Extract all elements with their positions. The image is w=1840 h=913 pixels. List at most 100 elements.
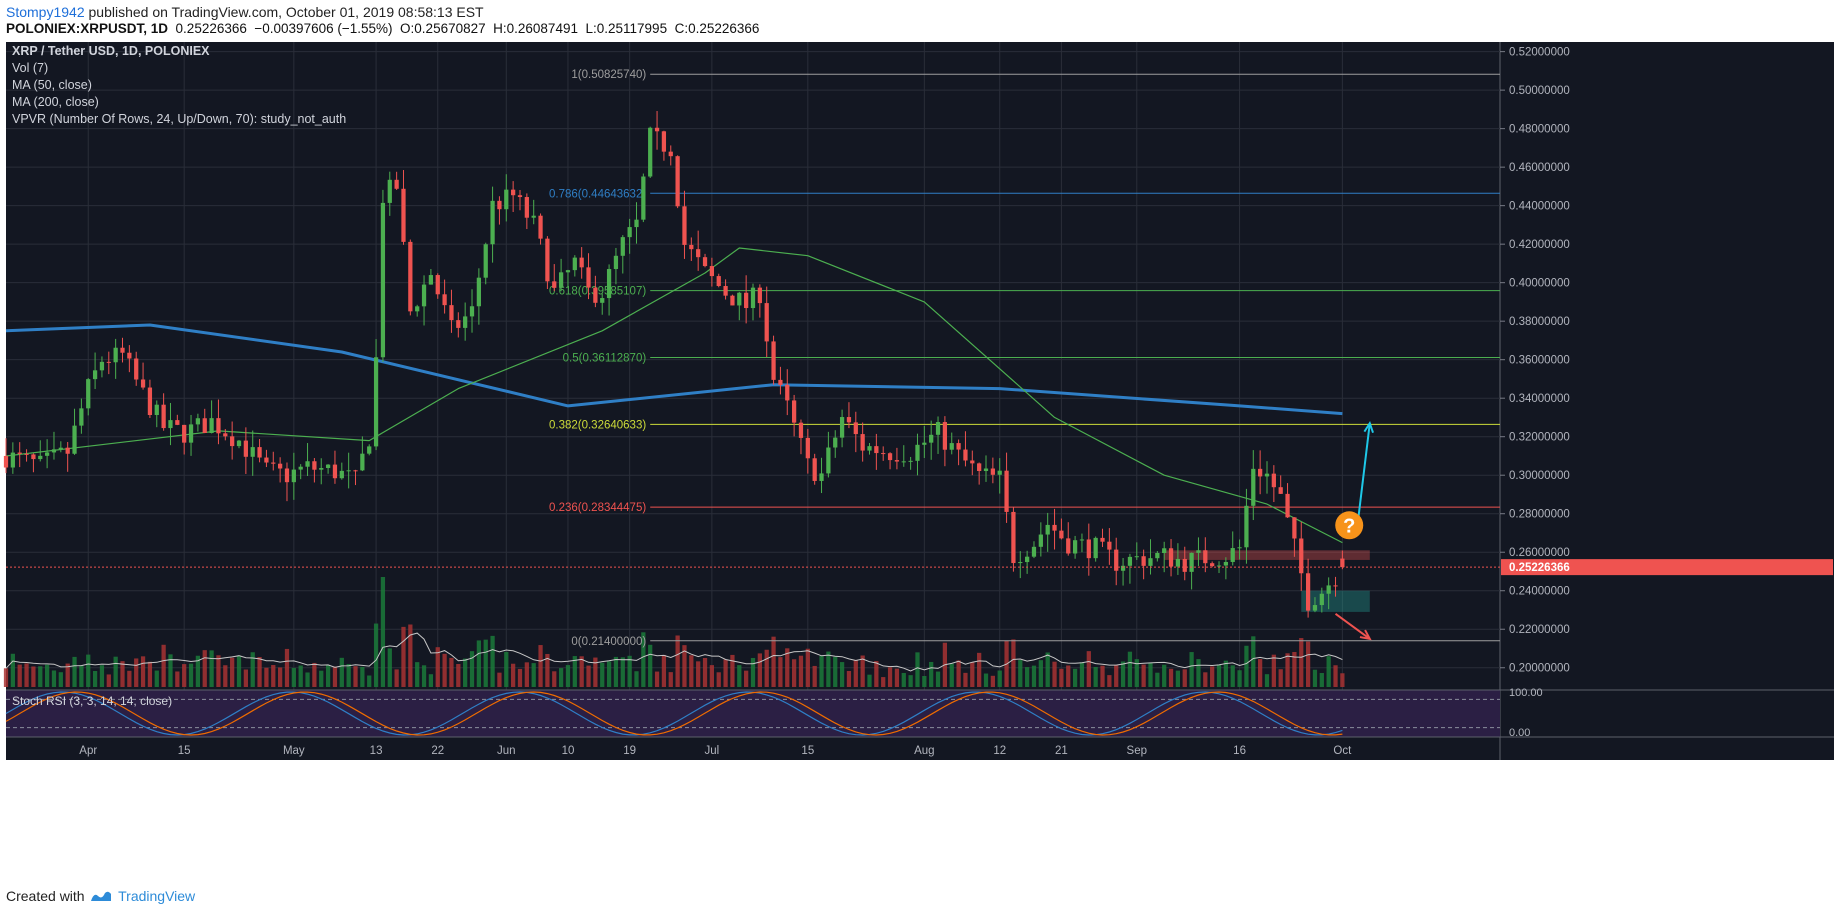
candle-body [1045, 524, 1050, 535]
volume-bar [833, 656, 838, 687]
candle-body [709, 266, 715, 277]
volume-bar [805, 648, 810, 687]
volume-bar [278, 667, 283, 687]
current-price-label: 0.25226366 [1509, 562, 1570, 574]
y-tick-label: 0.38000000 [1509, 316, 1570, 328]
volume-bar [682, 645, 687, 687]
volume-bar [1285, 653, 1290, 687]
candle-body [1066, 538, 1071, 554]
volume-bar [1059, 668, 1064, 687]
x-tick-label: Jun [497, 745, 516, 757]
candle-body [929, 434, 934, 443]
candle-body [1086, 539, 1091, 559]
fib-level-label: 0.382(0.32640633) [549, 419, 646, 431]
volume-bar [1237, 670, 1242, 687]
publish-header: Stompy1942 published on TradingView.com,… [0, 0, 1840, 44]
candle-body [147, 387, 153, 416]
volume-bar [1223, 660, 1228, 687]
candle-body [641, 176, 646, 220]
footer: Created with TradingView [0, 880, 1840, 913]
symbol-label: POLONIEX:XRPUSDT, 1D [6, 21, 169, 36]
volume-bar [223, 665, 228, 687]
low-value: 0.25117995 [596, 21, 668, 36]
volume-bar [867, 674, 872, 687]
volume-bar [1093, 667, 1098, 687]
candle-body [545, 238, 550, 282]
support-zone [1164, 550, 1370, 560]
candle-body [202, 418, 207, 434]
volume-bar [291, 667, 296, 687]
volume-bar [428, 674, 434, 687]
candle-body [38, 455, 43, 460]
candle-body [517, 195, 523, 198]
volume-bar [785, 648, 790, 687]
candle-body [983, 468, 989, 472]
volume-bar [408, 624, 413, 687]
candle-body [846, 417, 852, 423]
volume-bar [271, 665, 276, 687]
volume-bar [113, 656, 118, 687]
candle-body [1251, 468, 1256, 506]
volume-bar [401, 626, 406, 687]
volume-bar [839, 662, 845, 687]
ma200-line [5, 323, 1343, 416]
volume-bar [757, 653, 762, 687]
candle-body [1244, 505, 1249, 548]
volume-bar [689, 655, 694, 687]
volume-bar [846, 670, 852, 687]
volume-bar [1305, 641, 1311, 687]
candle-body [552, 281, 557, 288]
candle-body [278, 463, 283, 469]
volume-bar [1340, 673, 1345, 687]
candle-body [339, 470, 344, 479]
volume-bar [791, 659, 797, 687]
candle-body [250, 447, 255, 457]
candle-body [1141, 556, 1146, 566]
candle-body [922, 442, 927, 445]
candle-body [1093, 537, 1098, 559]
candle-body [1011, 511, 1016, 564]
candle-body [1175, 558, 1181, 567]
price-change: −0.00397606 (−1.55%) [254, 21, 393, 36]
volume-bar [654, 671, 660, 687]
volume-bar [106, 674, 111, 687]
candle-body [949, 443, 954, 450]
volume-bar [325, 665, 331, 687]
candle-body [483, 244, 488, 278]
candle-body [1230, 548, 1235, 562]
candle-body [65, 447, 70, 454]
price-chart[interactable]: 0.52000000 0.50000000 0.48000000 0.46000000… [0, 42, 1840, 878]
candle-body [99, 361, 105, 371]
volume-bar [442, 653, 447, 687]
volume-bar [1018, 660, 1023, 687]
candle-body [600, 298, 605, 303]
volume-bar [10, 653, 15, 687]
y-tick-label: 0.30000000 [1509, 470, 1570, 482]
candle-body [1216, 565, 1222, 567]
volume-bar [922, 676, 927, 687]
volume-bar [798, 655, 804, 687]
close-value: 0.25226366 [688, 21, 760, 36]
volume-bar [51, 670, 57, 687]
candle-body [1107, 541, 1112, 550]
volume-bar [31, 666, 36, 687]
volume-bar [990, 675, 995, 687]
tradingview-brand-link[interactable]: TradingView [118, 888, 196, 904]
published-text: published on TradingView.com, October 01… [88, 4, 484, 20]
volume-bar [1100, 665, 1105, 687]
volume-bar [175, 671, 180, 687]
candle-body [593, 287, 598, 303]
candle-body [106, 361, 111, 363]
candle-body [901, 461, 906, 463]
volume-bar [86, 654, 91, 687]
volume-bar [634, 671, 639, 687]
x-tick-label: May [283, 745, 305, 757]
volume-bar [58, 672, 63, 687]
volume-bar [394, 669, 399, 687]
volume-bar [305, 672, 310, 687]
candle-body [661, 131, 667, 152]
volume-bar [860, 655, 865, 687]
author-link[interactable]: Stompy1942 [6, 4, 85, 20]
y-tick-label: 0.36000000 [1509, 355, 1570, 367]
candle-body [867, 446, 872, 451]
